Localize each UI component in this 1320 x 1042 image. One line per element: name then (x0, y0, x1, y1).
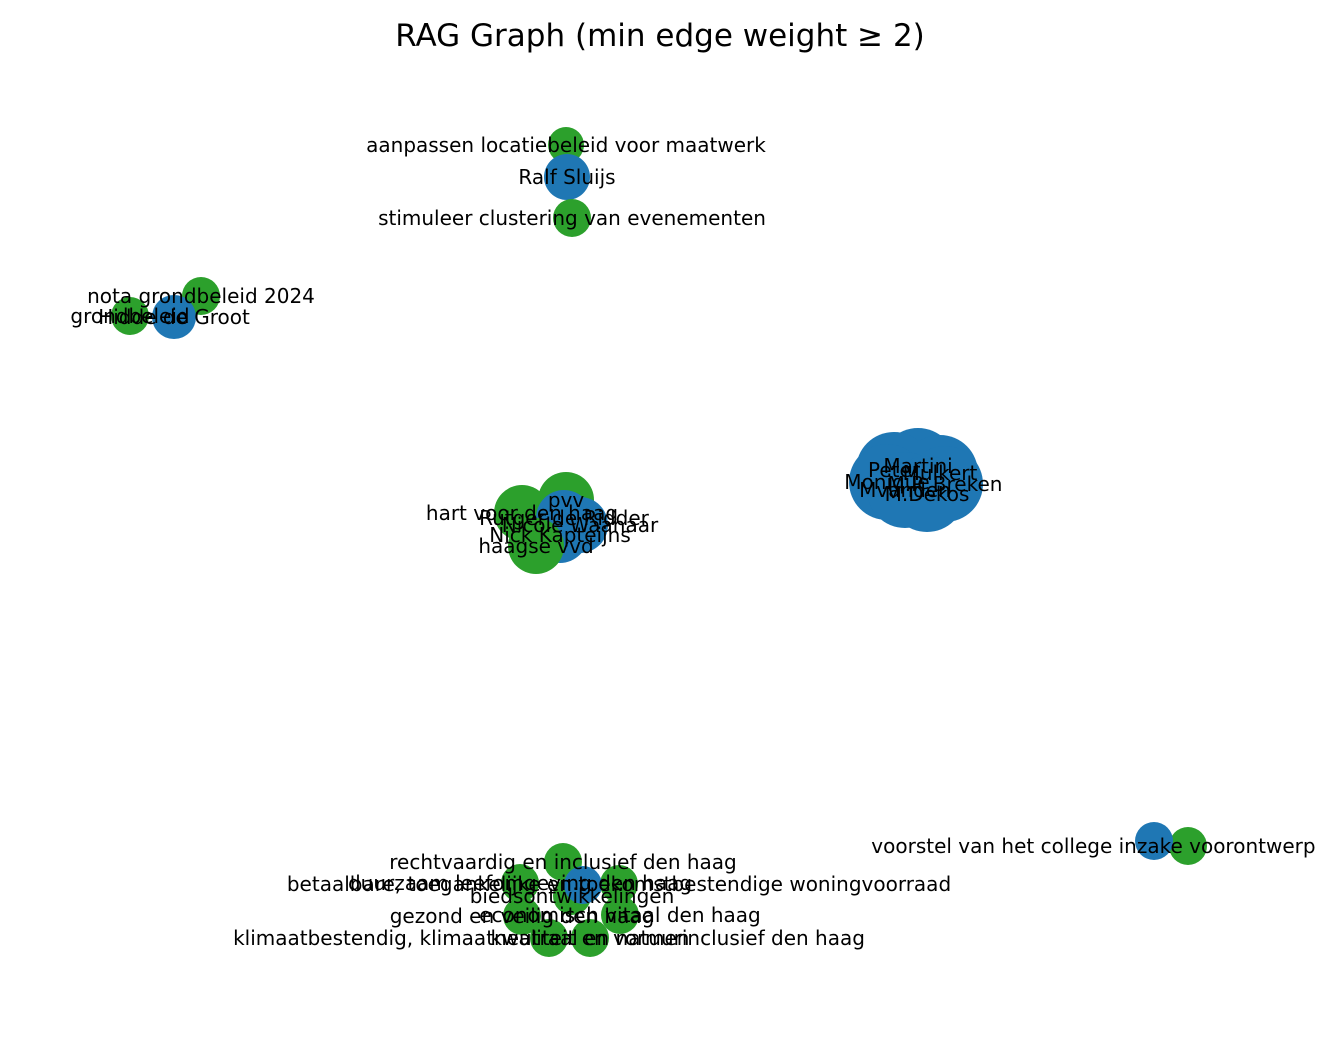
node-betaalbare[interactable] (600, 865, 638, 903)
node-label-hidde: Hidde de Groot (98, 305, 250, 329)
node-label-duurzaam: duurzaam leefomgeving den haag (348, 871, 692, 895)
node-ralf[interactable] (544, 154, 590, 200)
node-label-mpbreken: M.P. Breken (888, 472, 1003, 496)
node-label-monique: Monique (844, 470, 929, 494)
node-label-klimaat: klimaatbestendig, klimaatneutraal en nat… (233, 926, 865, 950)
node-haagsevvd[interactable] (508, 518, 564, 574)
node-voorstel[interactable] (1169, 827, 1207, 865)
node-label-kwaliteit: kwaliteit en vormen (491, 926, 690, 950)
node-duurzaam[interactable] (501, 864, 539, 902)
node-label-mdekos: M.Dekos (885, 482, 970, 506)
node-kwaliteit[interactable] (571, 919, 609, 957)
node-label-aanpassen: aanpassen locatiebeleid voor maatwerk (366, 133, 766, 157)
graph-title: RAG Graph (min edge weight ≥ 2) (395, 18, 925, 54)
node-label-bieds: biedsontwikkelingen (470, 884, 675, 908)
node-label-mulkert: Mulkert (903, 461, 978, 485)
node-label-martini: Martini (883, 454, 952, 478)
node-label-nota: nota grondbeleid 2024 (87, 284, 315, 308)
node-label-stimuleer: stimuleer clustering van evenementen (378, 206, 766, 230)
node-label-economisch: economisch vitaal den haag (479, 903, 761, 927)
node-hidde[interactable] (152, 295, 196, 339)
node-label-peter: Peter (868, 458, 921, 482)
node-label-betaalbare: betaalbare, toegankelijke en toekomstbes… (287, 872, 951, 896)
node-label-rutger: Rutger de Ridder (479, 506, 650, 530)
node-label-rechtvaardig: rechtvaardig en inclusief den haag (389, 850, 737, 874)
node-label-nick: Nick Kapteijns (489, 523, 631, 547)
node-layer (111, 127, 1207, 957)
node-mdekos[interactable] (889, 456, 965, 532)
node-grondbeleid[interactable] (111, 297, 149, 335)
node-stimuleer[interactable] (553, 199, 591, 237)
node-label-haagsevvd: haagse vvd (478, 534, 593, 558)
node-aanpassen[interactable] (548, 127, 584, 163)
node-voorstel_person[interactable] (1135, 822, 1173, 860)
node-label-mvanden: Mvanden (859, 478, 951, 502)
label-layer: aanpassen locatiebeleid voor maatwerk Ral… (70, 133, 1320, 950)
node-label-ralf: Ralf Sluijs (518, 165, 615, 189)
edge-layer (129, 144, 1189, 847)
node-label-grondbeleid: grondbeleid (70, 304, 189, 328)
node-label-nicole: Nicole Waanaar (502, 513, 659, 537)
node-label-hartvoor: hart voor den haag (426, 501, 618, 525)
node-economisch[interactable] (601, 896, 639, 934)
node-klimaat[interactable] (530, 919, 568, 957)
node-gezond[interactable] (503, 897, 541, 935)
node-cluster_person[interactable] (564, 866, 602, 904)
node-label-gezond: gezond en veilig den haag (390, 904, 655, 928)
node-label-pvv: pvv (548, 488, 585, 512)
node-label-voorstel: voorstel van het college inzake voorontw… (871, 834, 1320, 858)
